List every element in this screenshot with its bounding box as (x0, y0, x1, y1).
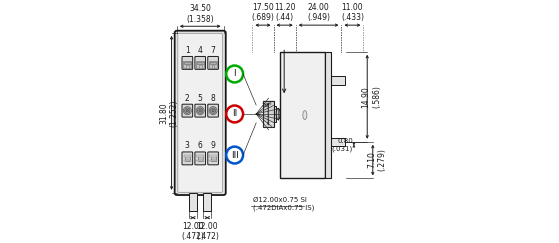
Text: II: II (232, 109, 237, 119)
Bar (183, 160, 191, 162)
Text: 7.10
(.279): 7.10 (.279) (367, 149, 386, 172)
FancyBboxPatch shape (208, 152, 219, 165)
Bar (196, 160, 204, 162)
Text: 0.80
(.031): 0.80 (.031) (331, 138, 353, 152)
Bar (198, 156, 203, 161)
Text: 24.00
(.949): 24.00 (.949) (307, 3, 330, 22)
Circle shape (199, 110, 201, 112)
Circle shape (184, 108, 190, 113)
Circle shape (197, 108, 203, 113)
Text: 2: 2 (185, 94, 190, 103)
Text: 9: 9 (211, 141, 216, 150)
Text: 14.90
(.586): 14.90 (.586) (362, 85, 381, 108)
Circle shape (226, 105, 243, 122)
Circle shape (183, 107, 191, 115)
Text: 17.50
(.689): 17.50 (.689) (252, 3, 274, 22)
Bar (183, 155, 191, 156)
Bar (199, 65, 202, 68)
Text: 4: 4 (198, 46, 203, 55)
Bar (196, 155, 204, 156)
Text: 34.50
(1.358): 34.50 (1.358) (186, 4, 214, 24)
Bar (183, 61, 191, 68)
FancyBboxPatch shape (195, 56, 206, 69)
Text: 6: 6 (198, 141, 203, 150)
Bar (203, 193, 211, 211)
Bar (325, 52, 330, 178)
Bar (209, 160, 217, 162)
Text: 11.00
(.433): 11.00 (.433) (341, 3, 364, 22)
Bar (212, 65, 215, 68)
Bar (196, 61, 204, 68)
Text: 12.00
(.472): 12.00 (.472) (196, 222, 219, 241)
Text: 8: 8 (211, 94, 215, 103)
Bar (210, 62, 216, 64)
Text: I: I (233, 69, 236, 78)
Circle shape (226, 66, 243, 82)
Text: 12.00
(.472): 12.00 (.472) (182, 222, 205, 241)
Ellipse shape (303, 111, 307, 120)
FancyBboxPatch shape (195, 104, 206, 117)
Circle shape (226, 147, 243, 164)
Text: 31.80
(1.252): 31.80 (1.252) (159, 99, 179, 127)
FancyBboxPatch shape (178, 33, 222, 192)
Bar (211, 156, 216, 161)
FancyBboxPatch shape (195, 152, 206, 165)
Text: 3: 3 (185, 141, 190, 150)
FancyBboxPatch shape (182, 104, 193, 117)
Bar (280, 52, 325, 178)
Bar (325, 138, 345, 146)
Bar (189, 193, 197, 211)
Bar (185, 156, 190, 161)
Circle shape (196, 107, 204, 115)
FancyBboxPatch shape (208, 104, 219, 117)
Bar (184, 62, 191, 64)
Bar (209, 61, 217, 68)
Text: 11.20
(.44): 11.20 (.44) (274, 3, 295, 22)
Circle shape (212, 110, 214, 112)
Bar (197, 62, 203, 64)
FancyBboxPatch shape (182, 152, 193, 165)
FancyBboxPatch shape (174, 31, 226, 195)
Bar (263, 101, 273, 127)
Text: 1: 1 (185, 46, 190, 55)
Circle shape (186, 110, 188, 112)
Text: Ø12.00x0.75 SI
(.472DIAx0.75 IS): Ø12.00x0.75 SI (.472DIAx0.75 IS) (253, 197, 314, 211)
Bar (273, 106, 276, 122)
Text: 5: 5 (198, 94, 203, 103)
FancyBboxPatch shape (182, 56, 193, 69)
Bar (325, 77, 345, 85)
Ellipse shape (276, 108, 280, 120)
Text: 7: 7 (211, 46, 216, 55)
Bar (209, 155, 217, 156)
Bar (186, 65, 189, 68)
Circle shape (210, 108, 216, 113)
Text: 26°: 26° (262, 104, 273, 108)
Circle shape (209, 107, 217, 115)
FancyBboxPatch shape (208, 56, 219, 69)
Text: III: III (231, 151, 239, 160)
